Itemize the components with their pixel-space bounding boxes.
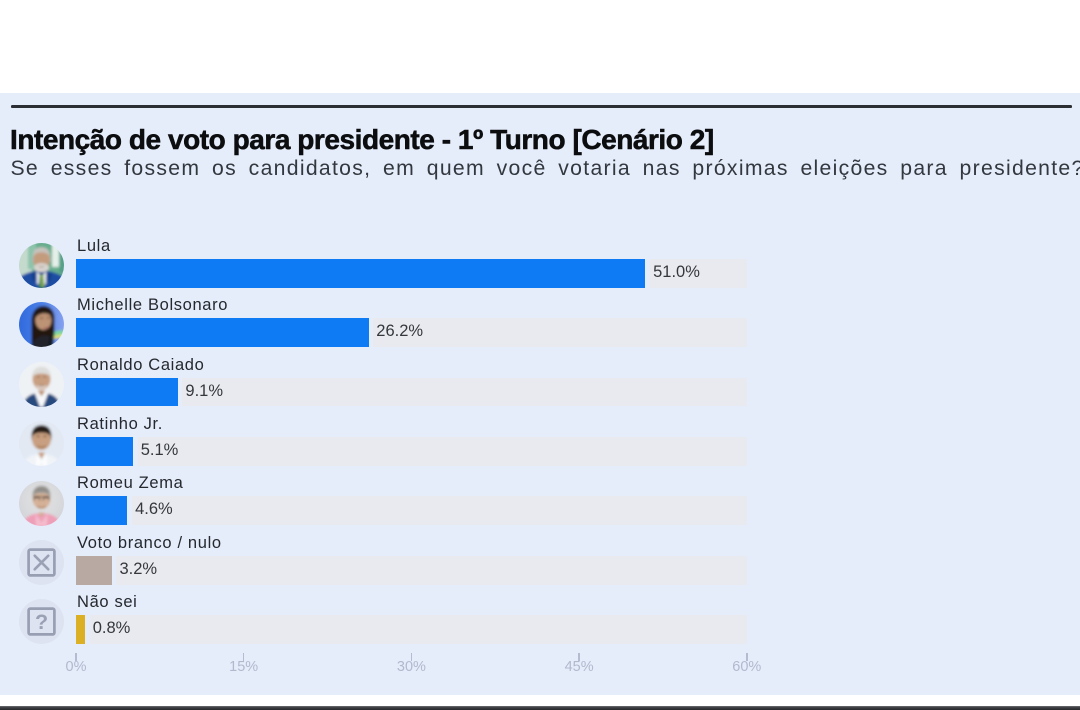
svg-text:?: ? xyxy=(35,610,48,634)
